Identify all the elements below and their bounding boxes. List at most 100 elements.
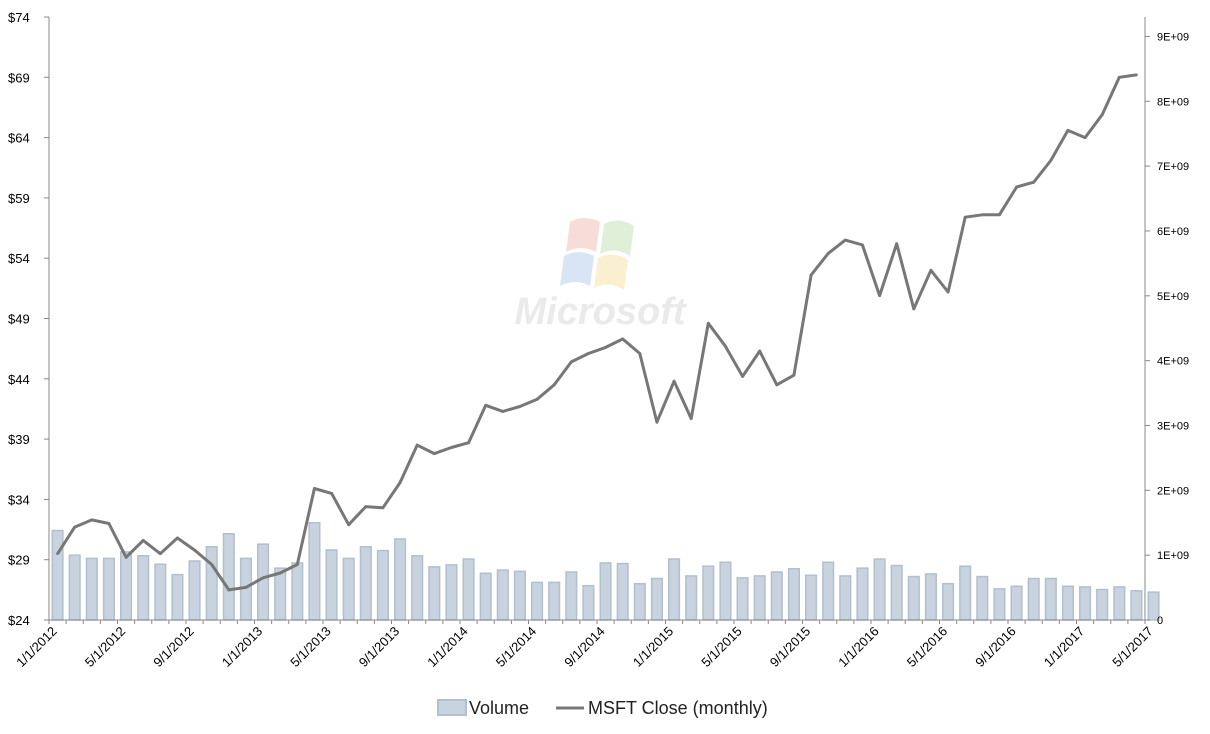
close-point [484,403,488,407]
volume-bar [548,581,561,621]
close-point [450,446,453,449]
close-point [1015,185,1018,189]
close-point [1135,73,1138,77]
left-tick-label: $64 [8,131,30,146]
x-tick-label: 1/1/2017 [1041,624,1087,670]
volume-bar [513,570,526,621]
volume-bar [599,562,612,621]
close-point [672,379,676,383]
right-tick-label: 6E+09 [1157,226,1189,238]
volume-bar [342,557,355,621]
watermark-text: Microsoft [515,291,687,333]
close-point [313,487,316,490]
close-point [569,360,573,364]
volume-bar [376,549,389,621]
close-point [381,506,385,510]
close-point [1032,180,1036,184]
close-point [432,452,436,455]
close-point [56,552,59,556]
close-point [398,481,402,484]
volume-bar [359,545,372,621]
right-tick-label: 9E+09 [1157,31,1189,43]
volume-bar [1096,588,1109,621]
volume-bar [719,561,732,621]
right-tick-label: 0 [1157,615,1163,627]
volume-bar [1027,577,1040,621]
volume-bar [976,575,989,621]
close-point [980,213,984,217]
volume-bar [753,575,766,621]
volume-bar [462,558,475,621]
volume-bars [51,521,1160,621]
close-point [501,409,505,413]
volume-bar [736,577,749,621]
left-tick-label: $24 [8,613,30,628]
x-tick-label: 5/1/2015 [698,624,744,670]
volume-bar [51,529,64,621]
volume-bar [633,582,646,621]
right-tick-label: 7E+09 [1157,161,1189,173]
x-tick-label: 1/1/2016 [835,624,881,670]
volume-bar [428,566,441,621]
close-point [295,563,299,566]
x-tick-label: 9/1/2016 [972,624,1018,670]
close-point [809,273,813,277]
close-point [1117,75,1121,79]
close-point [826,251,830,255]
close-point [467,441,470,445]
close-point [124,555,128,559]
volume-bar [1010,585,1023,621]
volume-bar [805,574,818,621]
volume-bar [839,575,852,621]
volume-bar [907,575,920,621]
volume-bar [222,533,235,621]
microsoft-watermark-logo: Microsoft [515,218,687,333]
close-point [518,405,522,408]
x-tick-label: 9/1/2014 [561,624,607,670]
close-point [775,383,779,387]
close-point [107,522,111,525]
x-tick-label: 5/1/2014 [493,624,539,670]
close-point [1066,128,1070,132]
msft-close-line [56,73,1137,592]
legend-close-label: MSFT Close (monthly) [588,698,768,718]
volume-bar [325,549,338,621]
close-point [861,243,864,247]
volume-bar [120,551,133,621]
close-point [929,268,933,272]
x-tick-label: 5/1/2013 [287,624,333,670]
left-tick-label: $39 [8,432,30,447]
close-point [912,307,916,311]
close-point [758,349,762,353]
volume-bar [993,588,1006,621]
volume-bar [822,561,835,621]
close-point [535,397,539,401]
volume-bar [1061,585,1074,621]
close-point [90,518,94,522]
volume-bar [411,555,424,621]
volume-bar [274,567,287,621]
close-point [706,321,710,325]
right-tick-label: 5E+09 [1157,291,1189,303]
close-point [689,417,693,420]
left-tick-label: $34 [8,492,30,507]
legend-volume-label: Volume [469,698,529,718]
left-tick-label: $49 [8,312,30,327]
close-point [261,576,265,580]
volume-bar [68,554,81,621]
volume-bar [137,555,150,621]
x-tick-label: 1/1/2012 [13,624,59,670]
left-tick-label: $59 [8,191,30,206]
close-point [347,523,351,527]
close-point [895,242,899,246]
volume-bar [291,562,304,621]
close-point [621,337,625,341]
close-point [141,539,145,542]
volume-bar [154,563,167,621]
right-tick-label: 8E+09 [1157,96,1189,108]
volume-bar [565,571,578,621]
axes: $24 $29 $34 $39 $44 $49 $54 $59 $64 $69 $74 0 1E+09 2… [8,10,1189,670]
right-tick-label: 4E+09 [1157,356,1189,368]
x-tick-label: 5/1/2017 [1109,624,1155,670]
